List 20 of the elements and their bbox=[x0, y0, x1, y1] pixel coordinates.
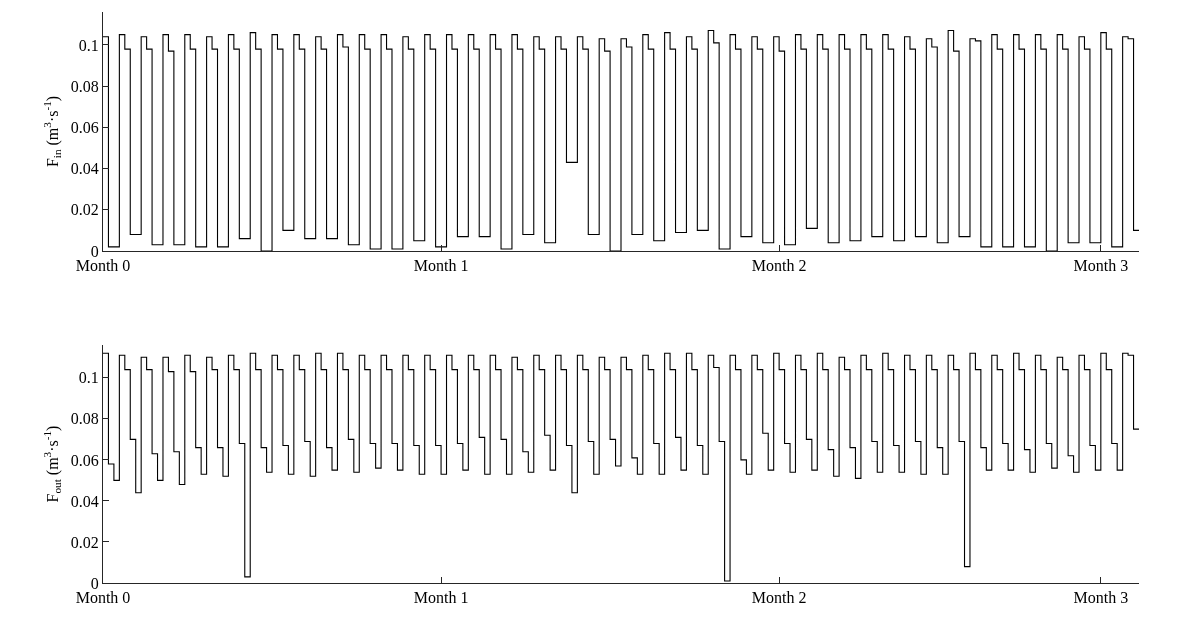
y-tick-label: 0.02 bbox=[70, 201, 99, 219]
y-tick-label: 0.1 bbox=[78, 36, 99, 54]
y-tick-label: 0.08 bbox=[70, 410, 99, 428]
y-tick-label: 0.08 bbox=[70, 77, 99, 95]
x-tick-label: Month 2 bbox=[751, 257, 807, 275]
x-tick-label: Month 0 bbox=[75, 589, 131, 607]
y-tick-label: 0 bbox=[90, 242, 99, 260]
x-tick-label: Month 2 bbox=[751, 589, 807, 607]
x-tick-label: Month 3 bbox=[1073, 589, 1129, 607]
x-tick-label: Month 1 bbox=[413, 589, 469, 607]
y-tick-label: 0.06 bbox=[70, 451, 99, 469]
x-tick-label: Month 3 bbox=[1073, 257, 1129, 275]
y-tick-label: 0.04 bbox=[70, 160, 99, 178]
y-tick-label: 0 bbox=[90, 574, 99, 592]
y-tick-label: 0.04 bbox=[70, 492, 99, 510]
y-tick-label: 0.02 bbox=[70, 533, 99, 551]
x-tick-label: Month 0 bbox=[75, 257, 131, 275]
x-tick-label: Month 1 bbox=[413, 257, 469, 275]
y-tick-label: 0.1 bbox=[78, 369, 99, 387]
y-tick-label: 0.06 bbox=[70, 118, 99, 136]
